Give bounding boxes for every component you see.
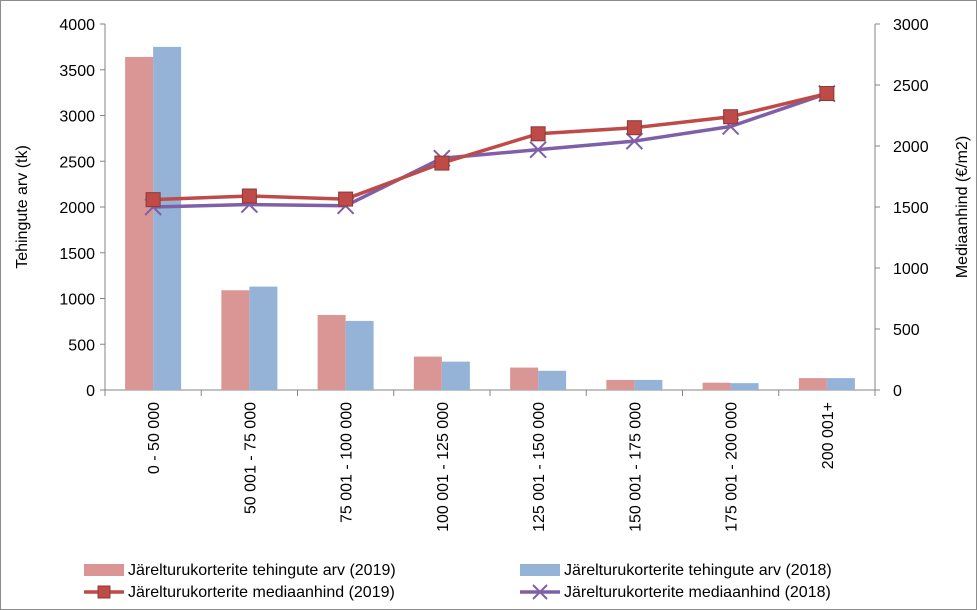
bar — [634, 379, 663, 390]
x-tick-label: 0 - 50 000 — [146, 402, 163, 474]
square-marker — [530, 126, 546, 142]
square-marker — [819, 86, 835, 102]
legend-item: Järelturukorterite mediaanhind (2019) — [84, 584, 395, 601]
legend-swatch — [520, 564, 560, 576]
lines — [144, 84, 836, 216]
legend-item: Järelturukorterite tehingute arv (2018) — [520, 562, 832, 579]
legend-marker — [97, 585, 111, 599]
y2-tick-label: 3000 — [893, 17, 929, 34]
y2-axis-title: Mediaanhind (€/m2) — [954, 136, 971, 278]
x-tick-label: 150 001 - 175 000 — [627, 402, 644, 532]
bar — [221, 290, 250, 390]
x-marker-stroke — [529, 140, 547, 159]
series-line — [153, 91, 828, 209]
x-marker — [625, 132, 644, 150]
x-tick-label: 125 001 - 150 000 — [531, 402, 548, 532]
x-tick-label: 200 001+ — [820, 402, 837, 469]
bar — [606, 379, 635, 390]
y2-tick-label: 0 — [893, 383, 902, 400]
legend-label: Järelturukorterite tehingute arv (2018) — [564, 562, 832, 579]
y-tick-label: 500 — [68, 337, 95, 354]
legend-label: Järelturukorterite mediaanhind (2018) — [564, 584, 831, 601]
square-marker — [338, 191, 354, 207]
y-tick-label: 1500 — [59, 246, 95, 263]
x-tick-label: 175 001 - 200 000 — [724, 402, 741, 532]
y-tick-label: 2500 — [59, 154, 95, 171]
bar — [249, 286, 278, 390]
bar — [538, 370, 567, 390]
bar — [702, 382, 731, 390]
y2-tick-label: 2000 — [893, 139, 929, 156]
y2-tick-label: 2500 — [893, 78, 929, 95]
y2-tick-label: 1500 — [893, 200, 929, 217]
square-marker — [241, 188, 257, 204]
y-tick-label: 3000 — [59, 109, 95, 126]
bar — [125, 56, 154, 390]
legend-label: Järelturukorterite mediaanhind (2019) — [128, 584, 395, 601]
y2-tick-label: 500 — [893, 322, 920, 339]
bars — [125, 46, 855, 390]
bar — [730, 383, 759, 390]
x-marker-stroke — [625, 132, 644, 150]
legend-swatch — [84, 564, 124, 576]
bar — [826, 378, 855, 390]
bar — [345, 320, 374, 390]
y2-tick-label: 1000 — [893, 261, 929, 278]
y-tick-label: 4000 — [59, 17, 95, 34]
square-marker — [723, 109, 739, 125]
series-line — [153, 91, 828, 202]
bar — [510, 367, 539, 390]
bar — [798, 378, 827, 390]
legend-item: Järelturukorterite tehingute arv (2019) — [84, 562, 396, 579]
y-tick-label: 1000 — [59, 292, 95, 309]
square-marker — [626, 120, 642, 136]
bar — [441, 361, 470, 390]
x-tick-label: 100 001 - 125 000 — [435, 402, 452, 532]
bar — [317, 314, 346, 390]
y-axis-title: Tehingute arv (tk) — [14, 145, 31, 269]
x-tick-label: 75 001 - 100 000 — [339, 402, 356, 523]
y-tick-label: 3500 — [59, 63, 95, 80]
square-marker — [434, 155, 450, 171]
legend-marker — [532, 584, 548, 600]
tick-labels: 0 500 1000 1500 2000 2500 3000 3500 4000 0 500 1000… — [59, 17, 928, 532]
bar — [413, 356, 442, 390]
bar — [153, 46, 182, 390]
x-tick-label: 50 001 - 75 000 — [242, 402, 259, 514]
y-tick-label: 2000 — [59, 200, 95, 217]
axes — [100, 23, 880, 396]
legend-label: Järelturukorterite tehingute arv (2019) — [128, 562, 396, 579]
y-tick-label: 0 — [86, 383, 95, 400]
legend-item: Järelturukorterite mediaanhind (2018) — [520, 584, 831, 601]
legend: Järelturukorterite tehingute arv (2019) J… — [84, 562, 832, 601]
square-marker — [145, 192, 161, 208]
x-marker — [529, 140, 547, 159]
